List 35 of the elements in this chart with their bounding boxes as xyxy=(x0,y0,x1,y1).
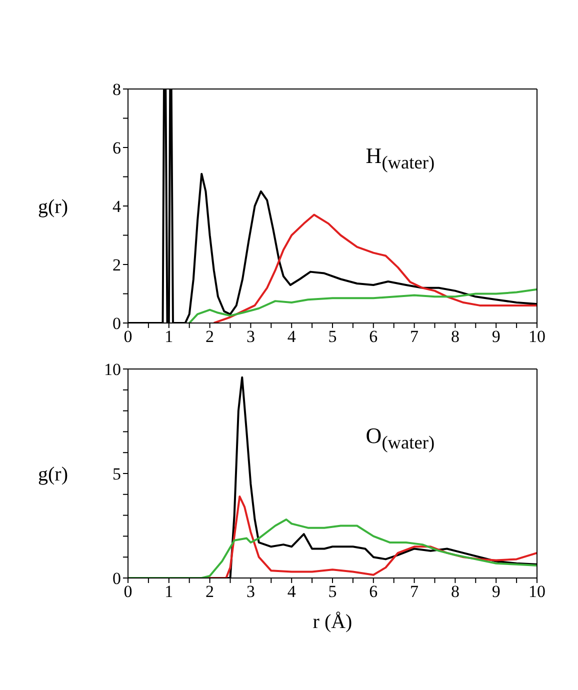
annotation: H$_{(water)}$ xyxy=(366,143,435,174)
x-tick-label: 2 xyxy=(206,327,214,346)
x-tick-label: 8 xyxy=(450,327,460,346)
x-tick-label: 2 xyxy=(206,582,214,602)
x-tick-label: 8 xyxy=(450,582,460,602)
y-tick-label: 5 xyxy=(112,464,121,484)
x-tick-label: 6 xyxy=(369,582,378,602)
line-series xyxy=(188,288,537,323)
x-axis-title: r (Å) xyxy=(312,611,352,633)
x-tick-label: 7 xyxy=(410,582,420,602)
line-series xyxy=(212,214,537,323)
x-tick-label: 7 xyxy=(410,327,420,346)
y-tick-label: 6 xyxy=(112,138,121,158)
annotation: O$_{(water)}$ xyxy=(366,423,435,454)
x-tick-label: 4 xyxy=(287,582,296,602)
x-tick-label: 10 xyxy=(528,327,546,346)
y-tick-label: 0 xyxy=(112,569,121,588)
x-tick-label: 5 xyxy=(328,327,337,346)
x-tick-label: 1 xyxy=(164,582,174,602)
x-tick-label: 9 xyxy=(492,327,500,346)
y-tick-label: 8 xyxy=(112,80,121,100)
y-tick-label: 10 xyxy=(104,360,121,380)
y-tick-label: 0 xyxy=(112,314,121,334)
y-axis-title: g(r) xyxy=(38,196,68,218)
x-tick-label: 4 xyxy=(287,327,296,346)
y-tick-label: 4 xyxy=(112,197,122,216)
x-tick-label: 5 xyxy=(328,582,337,602)
x-tick-label: 6 xyxy=(369,327,378,346)
x-tick-label: 3 xyxy=(246,327,255,346)
x-tick-label: 9 xyxy=(492,582,500,602)
x-tick-label: 10 xyxy=(528,582,546,602)
y-axis-title: g(r) xyxy=(38,464,68,486)
x-tick-label: 1 xyxy=(164,327,174,346)
x-tick-label: 3 xyxy=(246,582,255,602)
y-tick-label: 2 xyxy=(112,256,121,275)
